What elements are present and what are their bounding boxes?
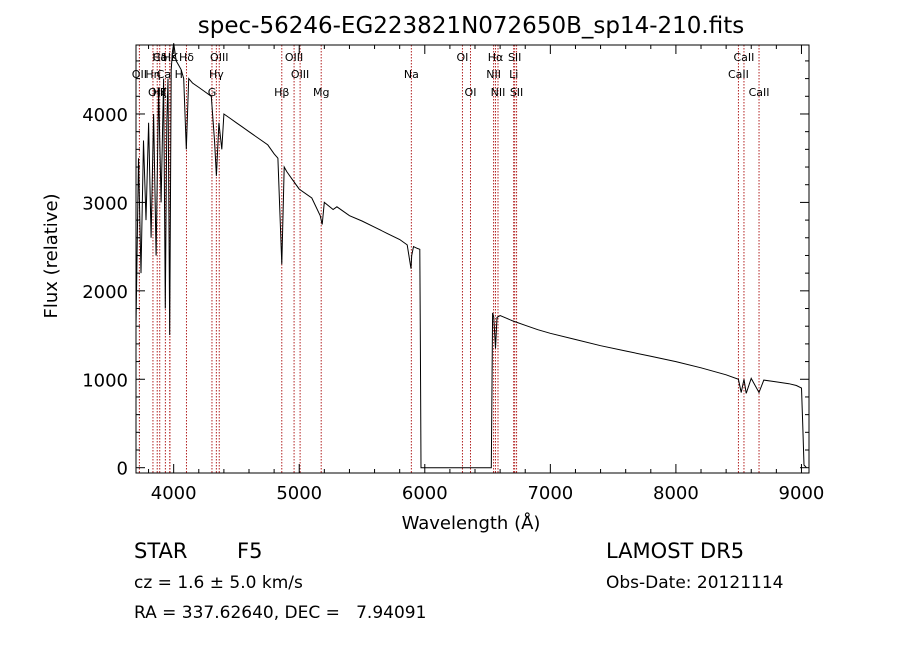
chart-title: spec-56246-EG223821N072650B_sp14-210.fit… xyxy=(198,13,744,39)
x-tick-label: 7000 xyxy=(527,483,573,504)
plot-frame xyxy=(135,44,810,474)
line-label: OIII xyxy=(285,51,303,64)
line-label: Hδ xyxy=(179,51,194,64)
line-label: Hδ xyxy=(152,51,167,64)
line-label: Hα xyxy=(488,51,504,64)
line-label: Hε xyxy=(163,51,177,64)
x-axis-ticks: 4000 5000 6000 7000 8000 9000 xyxy=(148,45,825,504)
spectral-line-markers xyxy=(138,45,760,473)
x-axis-label: Wavelength (Å) xyxy=(402,512,541,534)
redshift-value: cz = 1.6 ± 5.0 km/s xyxy=(134,573,303,593)
line-label: Hγ xyxy=(209,68,224,81)
line-label: Mg xyxy=(313,86,329,99)
y-tick-label: 1000 xyxy=(82,370,128,391)
survey-name: LAMOST DR5 xyxy=(606,539,745,563)
line-label: SII xyxy=(510,86,523,99)
y-tick-label: 4000 xyxy=(82,105,128,126)
x-tick-label: 4000 xyxy=(151,483,197,504)
line-label: Hβ xyxy=(274,86,289,99)
line-label: NII xyxy=(486,68,501,81)
x-tick-label: 5000 xyxy=(276,483,322,504)
line-label: NII xyxy=(491,86,506,99)
line-label: OI xyxy=(457,51,469,64)
y-axis-ticks: 0 1000 2000 3000 4000 xyxy=(82,60,809,480)
line-label: Li xyxy=(509,68,518,81)
x-tick-label: 8000 xyxy=(653,483,699,504)
line-label: Hζ xyxy=(153,86,167,99)
line-label: OI xyxy=(465,86,477,99)
line-label: Hη xyxy=(145,68,160,81)
line-label: Na xyxy=(404,68,419,81)
line-label: OIII xyxy=(210,51,228,64)
line-label: CaII xyxy=(733,51,754,64)
line-label: G xyxy=(208,86,217,99)
x-tick-label: 9000 xyxy=(779,483,825,504)
line-label: OIII xyxy=(291,68,309,81)
coordinates: RA = 337.62640, DEC = 7.94091 xyxy=(134,603,427,623)
spectrum-series-line xyxy=(135,43,807,469)
observation-date: Obs-Date: 20121114 xyxy=(606,573,784,593)
x-tick-label: 6000 xyxy=(402,483,448,504)
line-label: SII xyxy=(508,51,521,64)
y-tick-label: 0 xyxy=(117,459,128,480)
y-tick-label: 2000 xyxy=(82,282,128,303)
y-axis-label: Flux (relative) xyxy=(41,193,62,318)
line-label: Ca H xyxy=(157,68,183,81)
line-label: OIII xyxy=(148,86,166,99)
object-class: STAR xyxy=(134,539,188,563)
line-label: CaII xyxy=(749,86,770,99)
object-subclass: F5 xyxy=(237,539,263,563)
y-tick-label: 3000 xyxy=(82,193,128,214)
line-label: CaII xyxy=(728,68,749,81)
